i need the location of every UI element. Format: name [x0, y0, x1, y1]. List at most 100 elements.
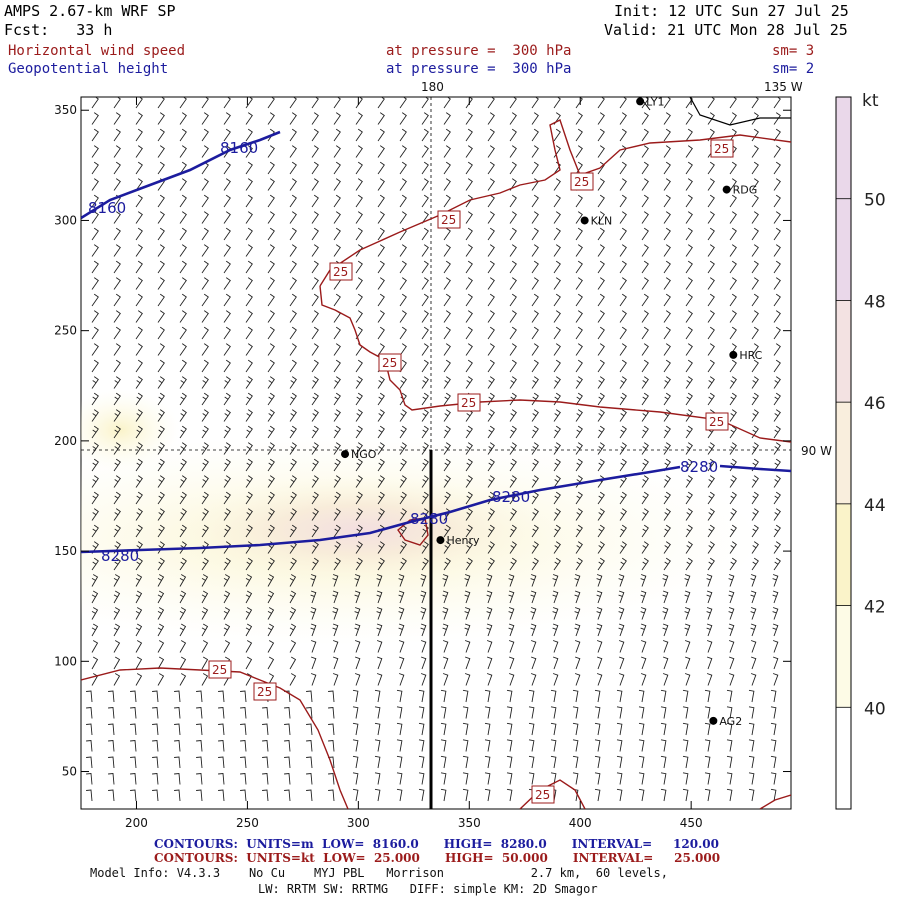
wind-barb-flag — [574, 578, 579, 581]
wind-barb-flag — [180, 462, 185, 466]
wind-barb — [487, 524, 495, 538]
wind-barb — [245, 310, 253, 323]
wind-barb-flag — [400, 413, 405, 417]
wind-barb — [240, 789, 247, 802]
wind-barb-flag — [552, 578, 557, 581]
station-marker: NGO — [341, 448, 377, 461]
wind-barb — [311, 392, 319, 406]
wind-barb — [750, 574, 757, 587]
wind-barb-flag — [752, 512, 757, 516]
wind-barb-flag — [642, 561, 647, 565]
wind-barb — [421, 326, 429, 340]
wind-barb — [530, 673, 537, 686]
wind-barb — [751, 227, 759, 241]
wind-barb — [707, 277, 715, 290]
wind-barb — [597, 97, 605, 109]
lon-label-180: 180 — [421, 80, 444, 94]
wind-barb — [660, 722, 667, 736]
wind-barb — [245, 557, 253, 571]
wind-barb-flag — [290, 479, 295, 483]
wind-barb — [484, 706, 491, 719]
wind-barb — [442, 623, 449, 637]
wind-barb — [135, 277, 143, 290]
wind-barb-flag — [640, 627, 645, 630]
wind-barb — [91, 409, 99, 422]
wind-barb — [333, 458, 341, 472]
wind-barb — [506, 706, 513, 719]
wind-barb — [685, 112, 693, 125]
wind-barb — [618, 640, 625, 653]
wind-barb-flag — [686, 462, 691, 466]
wind-barb — [531, 376, 539, 389]
wind-barb-flag — [752, 561, 757, 565]
wind-barb — [509, 359, 517, 373]
wind-barb — [773, 475, 781, 488]
wind-barb — [332, 640, 339, 653]
wind-barb-flag — [486, 611, 491, 614]
wind-barb — [638, 722, 645, 736]
wind-barb — [113, 425, 121, 439]
wind-barb — [487, 112, 495, 125]
wind-barb — [443, 491, 451, 505]
wind-barb — [707, 227, 715, 241]
wind-barb-flag — [774, 479, 779, 483]
wind-barb — [465, 128, 473, 142]
wind-barb-flag — [620, 512, 625, 516]
wind-barb — [597, 392, 605, 406]
wind-barb — [267, 359, 275, 373]
wind-barb-flag — [289, 611, 294, 614]
wind-barb — [487, 359, 495, 373]
wind-barb — [773, 491, 781, 505]
wind-barb-flag — [664, 396, 669, 400]
wind-barb-flag — [444, 380, 449, 384]
wind-barb — [157, 112, 165, 125]
wind-barb — [135, 145, 143, 158]
wind-barb-flag — [662, 627, 667, 630]
wind-barb — [333, 524, 341, 538]
wind-barb — [376, 590, 383, 604]
wind-barb-flag — [334, 446, 339, 450]
wind-barb — [553, 97, 561, 109]
wind-barb — [575, 244, 583, 257]
wind-barb — [704, 689, 711, 703]
wind-barb — [108, 789, 115, 802]
wind-barb — [509, 425, 517, 439]
wind-barb — [640, 673, 647, 686]
wind-barb — [729, 161, 737, 175]
wind-barb-flag — [532, 545, 537, 549]
wind-barb — [399, 293, 407, 307]
wind-barb — [594, 755, 601, 769]
wind-barb — [662, 623, 669, 637]
wind-barb — [396, 788, 403, 802]
wind-barb-flag — [114, 413, 119, 417]
wind-barb — [245, 623, 253, 637]
wind-barb-flag — [245, 611, 250, 614]
wind-barb — [465, 376, 473, 389]
wind-barb — [420, 656, 427, 670]
wind-barb-flag — [598, 380, 603, 384]
model-title: AMPS 2.67-km WRF SP — [4, 2, 176, 20]
wind-barb-flag — [202, 380, 207, 384]
wind-barb — [333, 178, 341, 191]
wind-barb-flag — [376, 627, 381, 630]
wind-barb — [443, 425, 451, 439]
wind-barb — [729, 376, 737, 389]
wind-barb — [398, 574, 405, 587]
wind-barb-flag — [114, 429, 119, 433]
wind-barb — [157, 409, 165, 422]
wind-barb — [179, 673, 187, 686]
wind-barb — [662, 656, 669, 670]
wind-barb — [399, 491, 407, 505]
wind-barb — [685, 392, 693, 406]
wind-barb-flag — [267, 611, 272, 614]
wind-barb — [575, 293, 583, 307]
wind-barb-flag — [180, 528, 185, 532]
wind-barb — [443, 475, 451, 488]
wind-barb — [289, 359, 297, 373]
wind-barb — [509, 541, 517, 554]
wind-barb — [399, 343, 407, 356]
wind-barb — [553, 359, 561, 373]
wind-barb — [399, 557, 407, 571]
wind-barb — [179, 442, 187, 455]
wind-barb — [201, 508, 209, 521]
